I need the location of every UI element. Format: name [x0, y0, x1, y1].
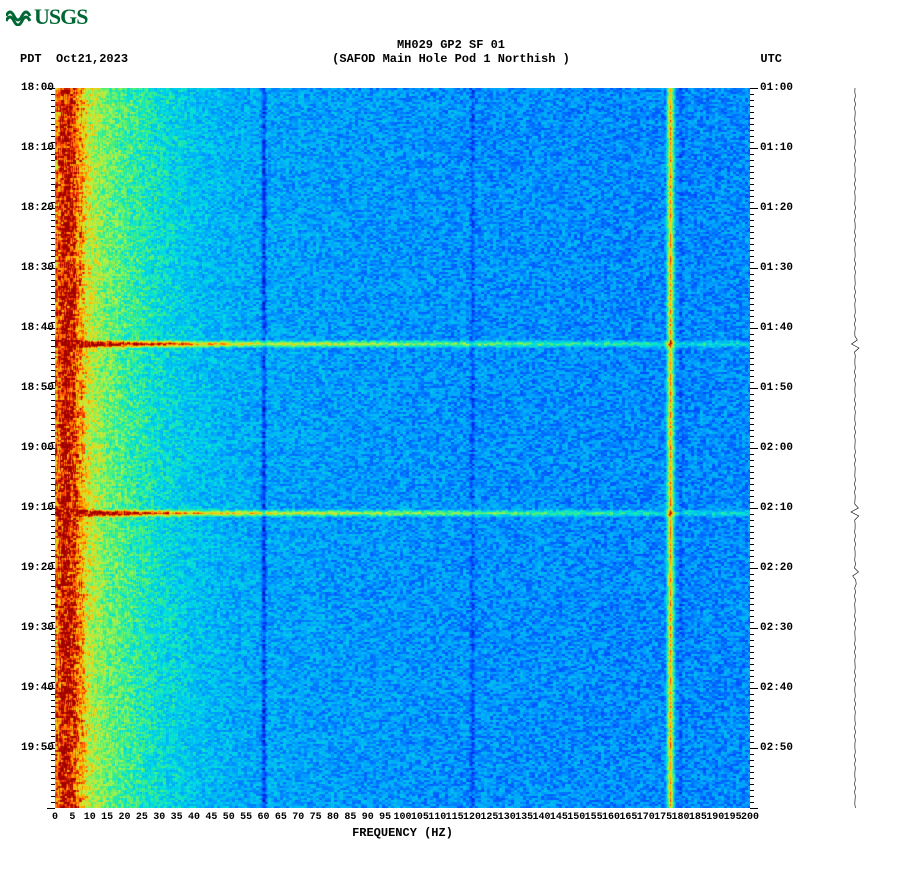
x-tick: 170 [637, 812, 655, 823]
x-tick: 20 [118, 812, 130, 823]
x-tick: 125 [480, 812, 498, 823]
y-tick-right: 02:00 [760, 442, 802, 454]
x-tick: 70 [292, 812, 304, 823]
x-tick: 90 [362, 812, 374, 823]
spectrogram-canvas [55, 88, 750, 808]
tick-marks-left [47, 88, 55, 808]
y-tick-right: 02:40 [760, 682, 802, 694]
x-tick: 25 [136, 812, 148, 823]
x-tick: 175 [654, 812, 672, 823]
x-tick: 75 [310, 812, 322, 823]
y-tick-right: 02:30 [760, 622, 802, 634]
x-tick: 155 [585, 812, 603, 823]
x-tick: 65 [275, 812, 287, 823]
x-tick: 0 [52, 812, 58, 823]
x-tick: 95 [379, 812, 391, 823]
utc-label: UTC [760, 52, 782, 66]
x-tick: 195 [724, 812, 742, 823]
y-tick-right: 02:50 [760, 742, 802, 754]
usgs-wave-icon [6, 6, 34, 32]
x-tick: 5 [69, 812, 75, 823]
x-tick: 50 [223, 812, 235, 823]
x-tick: 150 [567, 812, 585, 823]
x-tick: 180 [671, 812, 689, 823]
x-tick: 105 [411, 812, 429, 823]
x-tick: 40 [188, 812, 200, 823]
x-tick: 160 [602, 812, 620, 823]
x-tick: 10 [84, 812, 96, 823]
y-axis-right: 01:0001:1001:2001:3001:4001:5002:0002:10… [760, 88, 802, 808]
x-tick: 60 [257, 812, 269, 823]
x-tick: 165 [619, 812, 637, 823]
x-tick: 55 [240, 812, 252, 823]
x-tick: 80 [327, 812, 339, 823]
x-axis: 0510152025303540455055606570758085909510… [55, 812, 750, 826]
x-tick: 110 [428, 812, 446, 823]
spectrogram-plot [55, 88, 750, 808]
y-tick-right: 01:10 [760, 142, 802, 154]
x-tick: 140 [532, 812, 550, 823]
y-tick-right: 01:40 [760, 322, 802, 334]
y-tick-right: 01:00 [760, 82, 802, 94]
x-tick: 190 [706, 812, 724, 823]
x-tick: 100 [393, 812, 411, 823]
x-tick: 145 [550, 812, 568, 823]
x-tick: 115 [446, 812, 464, 823]
usgs-logo-text: USGS [34, 4, 87, 29]
y-tick-right: 01:50 [760, 382, 802, 394]
x-tick: 15 [101, 812, 113, 823]
pdt-date-label: PDT Oct21,2023 [20, 52, 128, 66]
y-tick-right: 02:20 [760, 562, 802, 574]
x-tick: 200 [741, 812, 759, 823]
x-axis-label: FREQUENCY (HZ) [55, 826, 750, 840]
x-tick: 120 [463, 812, 481, 823]
tick-marks-right [750, 88, 758, 808]
usgs-logo: USGS [6, 4, 87, 32]
y-tick-right: 01:30 [760, 262, 802, 274]
x-tick: 85 [344, 812, 356, 823]
x-tick: 30 [153, 812, 165, 823]
x-tick: 130 [498, 812, 516, 823]
x-tick: 185 [689, 812, 707, 823]
x-tick: 135 [515, 812, 533, 823]
x-tick: 45 [205, 812, 217, 823]
y-tick-right: 02:10 [760, 502, 802, 514]
y-tick-right: 01:20 [760, 202, 802, 214]
side-amplitude-strip [850, 88, 860, 808]
x-tick: 35 [171, 812, 183, 823]
